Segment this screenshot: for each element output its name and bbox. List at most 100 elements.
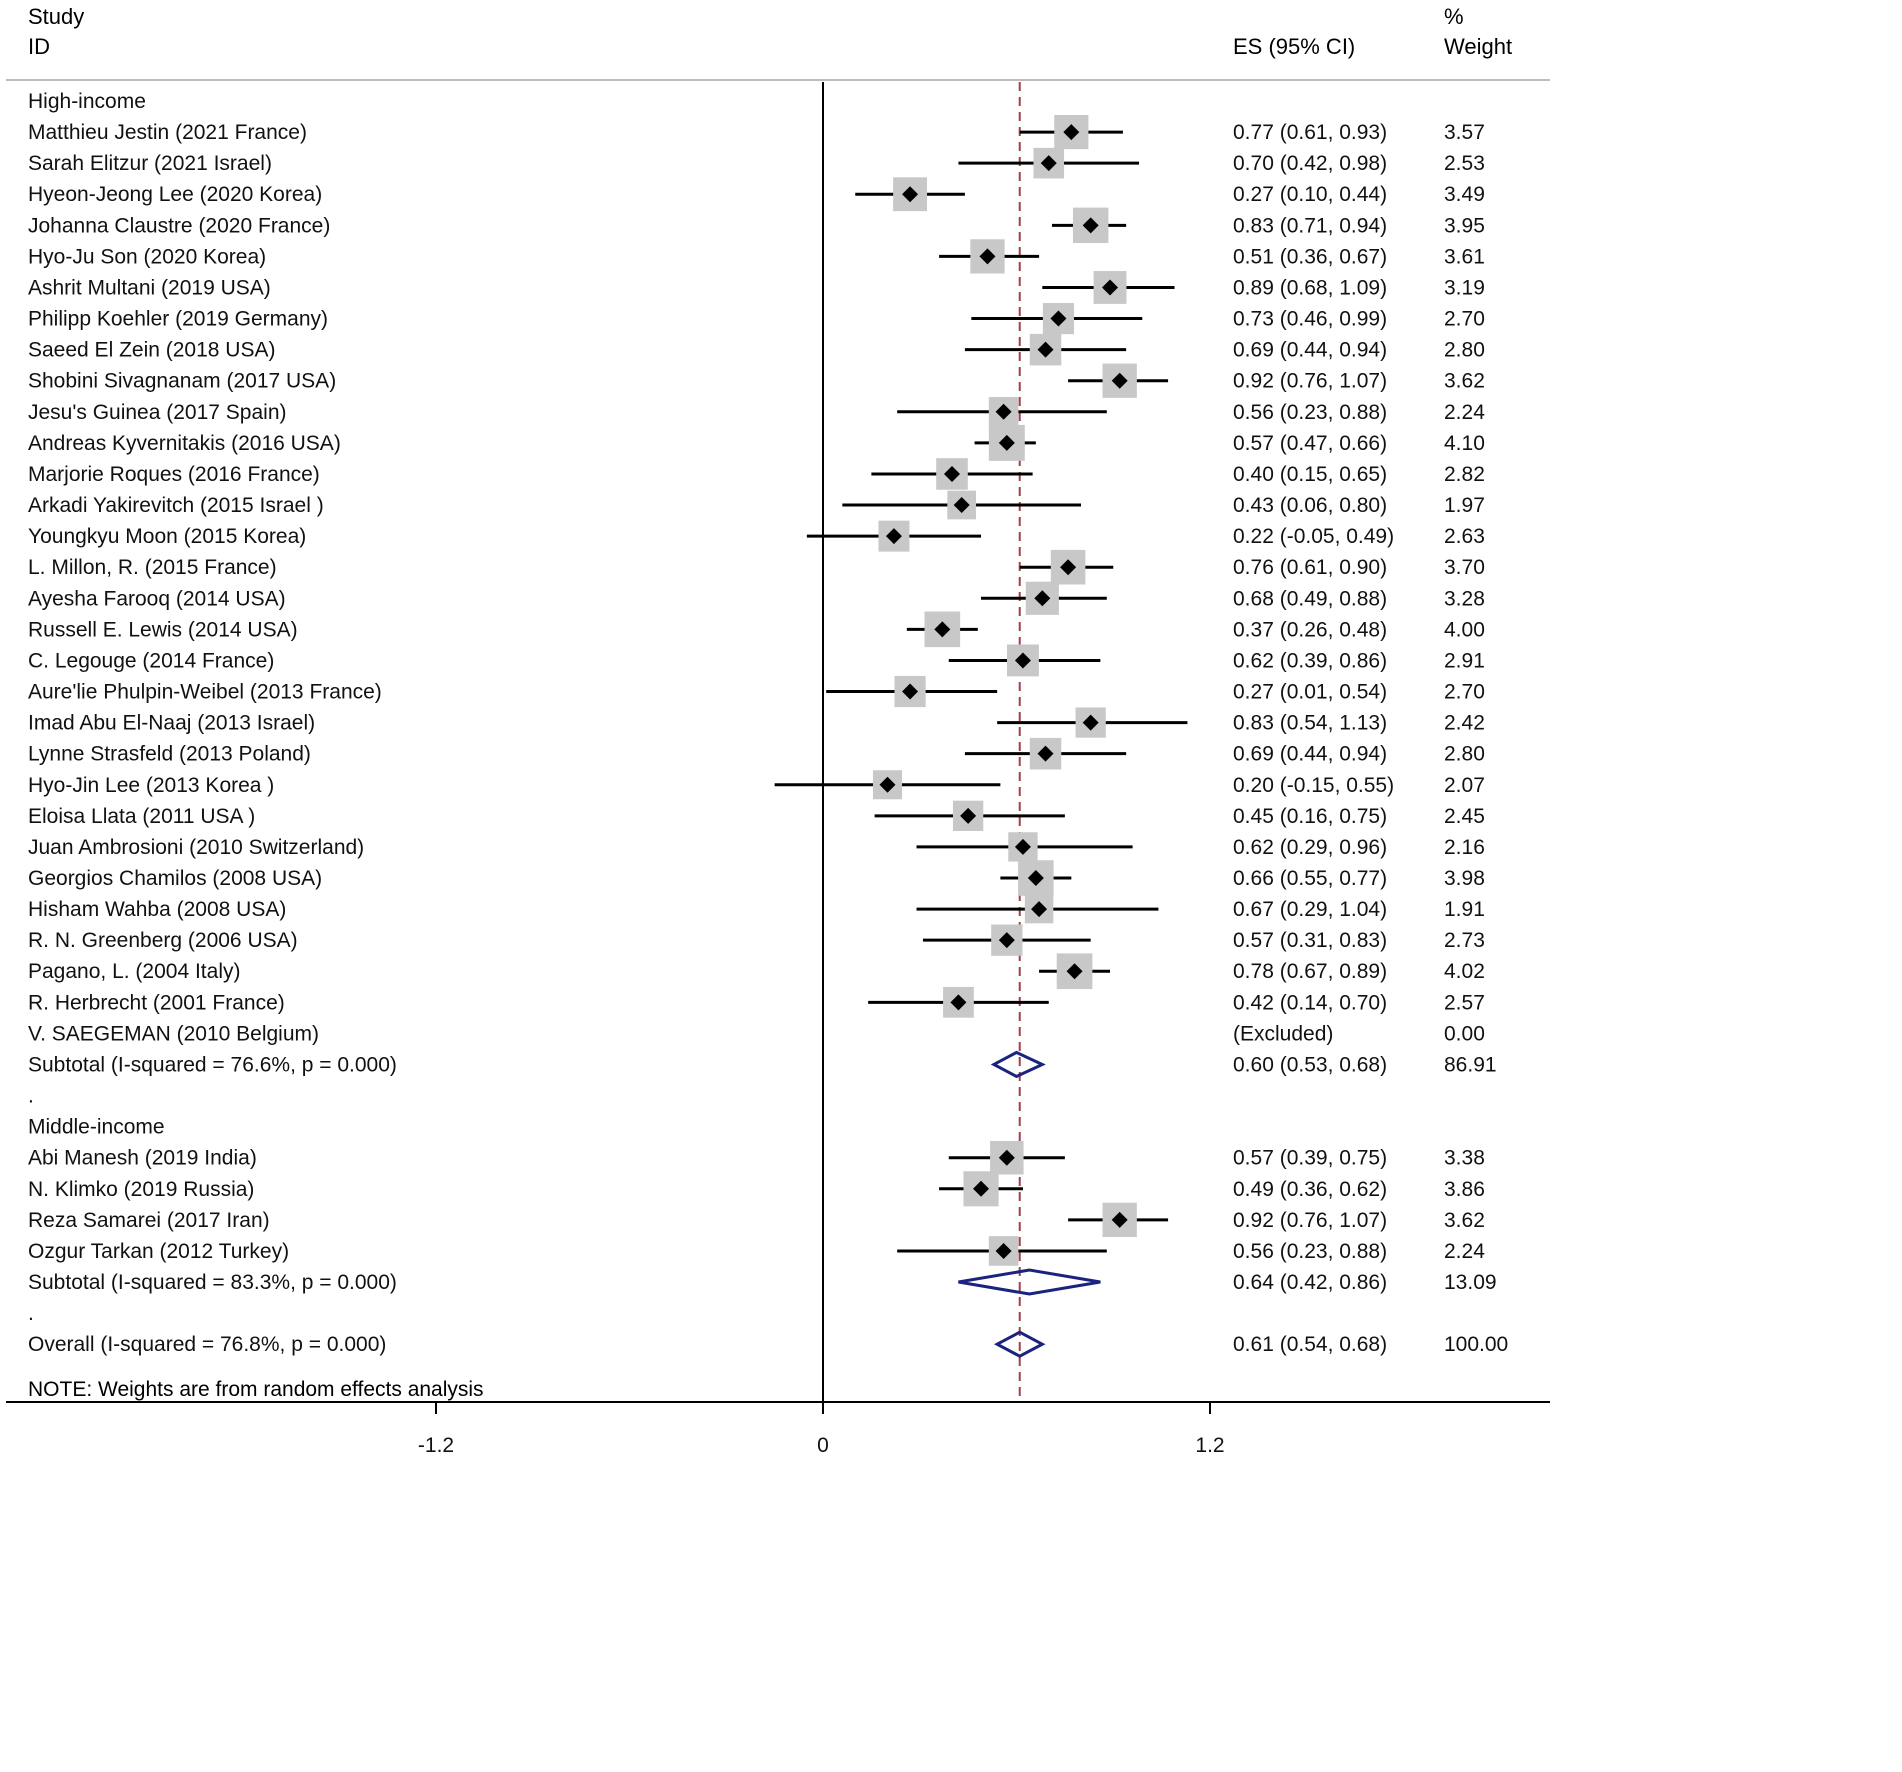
study-point-estimate (1037, 745, 1054, 762)
study-label: Sarah Elitzur (2021 Israel) (28, 152, 272, 175)
study-weight-text: 1.91 (1444, 898, 1485, 921)
subtotal-diamond (990, 1050, 1046, 1079)
study-weight-text: 2.63 (1444, 525, 1485, 548)
study-es-text: 0.73 (0.46, 0.99) (1233, 308, 1387, 331)
study-es-text: 0.22 (-0.05, 0.49) (1233, 525, 1394, 548)
study-point-estimate (1014, 838, 1031, 855)
study-es-text: 0.77 (0.61, 0.93) (1233, 121, 1387, 144)
study-weight-text: 3.38 (1444, 1147, 1485, 1170)
study-label: R. Herbrecht (2001 France) (28, 991, 285, 1014)
study-weight-text: 2.70 (1444, 681, 1485, 704)
forest-plot: Study ID ES (95% CI) % Weight High-incom… (6, 4, 1550, 1457)
study-weight-text: 2.80 (1444, 339, 1485, 362)
study-weight-text: 2.57 (1444, 991, 1485, 1014)
study-label: Aure'lie Phulpin-Weibel (2013 France) (28, 681, 382, 704)
x-tick-label: 1.2 (1195, 1434, 1224, 1457)
study-point-estimate (998, 1149, 1015, 1166)
header-weight-percent: % (1444, 4, 1464, 29)
study-label: Hyo-Ju Son (2020 Korea) (28, 245, 266, 268)
study-point-estimate (885, 528, 902, 545)
study-point-estimate (1040, 155, 1057, 172)
study-es-text: 0.78 (0.67, 0.89) (1233, 960, 1387, 983)
study-label: C. Legouge (2014 France) (28, 649, 274, 672)
study-label: Russell E. Lewis (2014 USA) (28, 618, 298, 641)
study-es-text: 0.66 (0.55, 0.77) (1233, 867, 1387, 890)
study-es-text: 0.51 (0.36, 0.67) (1233, 245, 1387, 268)
study-point-estimate (1111, 372, 1128, 389)
study-weight-text: 2.73 (1444, 929, 1485, 952)
header-weight: Weight (1444, 34, 1512, 59)
study-weight-text: 2.53 (1444, 152, 1485, 175)
study-weight-text: 2.91 (1444, 649, 1485, 672)
x-tick-label: -1.2 (418, 1434, 454, 1457)
overall-label: Overall (I-squared = 76.8%, p = 0.000) (28, 1333, 386, 1356)
study-point-estimate (998, 932, 1015, 949)
study-point-estimate (995, 1242, 1012, 1259)
study-es-text: 0.69 (0.44, 0.94) (1233, 743, 1387, 766)
subtotal-diamond (958, 1268, 1101, 1296)
study-weight-text: 4.10 (1444, 432, 1485, 455)
study-label: Arkadi Yakirevitch (2015 Israel ) (28, 494, 324, 517)
study-weight-text: 2.24 (1444, 401, 1485, 424)
group-separator: . (28, 1085, 34, 1108)
study-weight-text: 3.70 (1444, 556, 1485, 579)
study-label: Abi Manesh (2019 India) (28, 1147, 257, 1170)
study-label: Andreas Kyvernitakis (2016 USA) (28, 432, 341, 455)
study-es-text: 0.56 (0.23, 0.88) (1233, 1240, 1387, 1263)
study-point-estimate (1034, 590, 1051, 607)
study-weight-text: 2.42 (1444, 712, 1485, 735)
study-point-estimate (1031, 901, 1048, 918)
header-es: ES (95% CI) (1233, 34, 1355, 59)
subtotal-label: Subtotal (I-squared = 76.6%, p = 0.000) (28, 1053, 397, 1076)
study-label: N. Klimko (2019 Russia) (28, 1178, 254, 1201)
study-weight-text: 2.07 (1444, 774, 1485, 797)
study-es-text: 0.57 (0.39, 0.75) (1233, 1147, 1387, 1170)
study-label: Juan Ambrosioni (2010 Switzerland) (28, 836, 364, 859)
study-es-text: 0.70 (0.42, 0.98) (1233, 152, 1387, 175)
study-es-text: 0.37 (0.26, 0.48) (1233, 618, 1387, 641)
study-point-estimate (960, 807, 977, 824)
study-label: Pagano, L. (2004 Italy) (28, 960, 240, 983)
study-weight-text: 3.28 (1444, 587, 1485, 610)
x-tick-label: 0 (817, 1434, 829, 1457)
study-point-estimate (879, 776, 896, 793)
study-label: Saeed El Zein (2018 USA) (28, 339, 275, 362)
study-point-estimate (1037, 341, 1054, 358)
study-point-estimate (1111, 1211, 1128, 1228)
subtotal-es-text: 0.64 (0.42, 0.86) (1233, 1271, 1387, 1294)
study-es-text: 0.68 (0.49, 0.88) (1233, 587, 1387, 610)
study-es-text: 0.57 (0.47, 0.66) (1233, 432, 1387, 455)
study-point-estimate (1050, 310, 1067, 327)
study-label: R. N. Greenberg (2006 USA) (28, 929, 298, 952)
study-label: Reza Samarei (2017 Iran) (28, 1209, 270, 1232)
study-es-text: 0.92 (0.76, 1.07) (1233, 370, 1387, 393)
study-label: Hyo-Jin Lee (2013 Korea ) (28, 774, 274, 797)
study-es-text: 0.67 (0.29, 1.04) (1233, 898, 1387, 921)
study-weight-text: 3.57 (1444, 121, 1485, 144)
study-point-estimate (1066, 963, 1083, 980)
study-es-text: 0.62 (0.29, 0.96) (1233, 836, 1387, 859)
study-weight-text: 2.45 (1444, 805, 1485, 828)
study-label: Johanna Claustre (2020 France) (28, 214, 330, 237)
study-weight-text: 3.61 (1444, 245, 1485, 268)
study-es-text: (Excluded) (1233, 1022, 1333, 1045)
study-label: Georgios Chamilos (2008 USA) (28, 867, 322, 890)
study-label: Hisham Wahba (2008 USA) (28, 898, 286, 921)
header-id: ID (28, 34, 50, 59)
group-separator: . (28, 1302, 34, 1325)
study-label: Ayesha Farooq (2014 USA) (28, 587, 286, 610)
study-label: Marjorie Roques (2016 France) (28, 463, 320, 486)
study-es-text: 0.69 (0.44, 0.94) (1233, 339, 1387, 362)
study-label: Lynne Strasfeld (2013 Poland) (28, 743, 311, 766)
subtotal-label: Subtotal (I-squared = 83.3%, p = 0.000) (28, 1271, 397, 1294)
note-text: NOTE: Weights are from random effects an… (28, 1378, 484, 1401)
study-label: Ozgur Tarkan (2012 Turkey) (28, 1240, 289, 1263)
subtotal-es-text: 0.60 (0.53, 0.68) (1233, 1053, 1387, 1076)
header-study: Study (28, 4, 84, 29)
study-es-text: 0.20 (-0.15, 0.55) (1233, 774, 1394, 797)
study-es-text: 0.45 (0.16, 0.75) (1233, 805, 1387, 828)
study-label: Matthieu Jestin (2021 France) (28, 121, 307, 144)
study-point-estimate (902, 186, 919, 203)
study-point-estimate (1060, 559, 1077, 576)
study-weight-text: 2.16 (1444, 836, 1485, 859)
